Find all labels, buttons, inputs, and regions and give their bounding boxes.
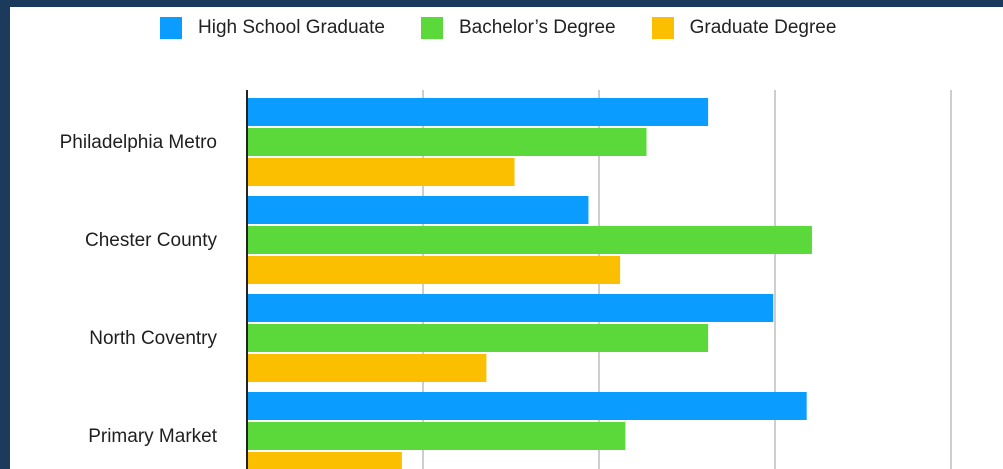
bar-chester-county-series-2 [247, 226, 812, 254]
bar-north-coventry-series-1 [247, 294, 774, 322]
legend-item-bachelors: Bachelor’s Degree [420, 17, 616, 39]
bar-primary-market-series-3 [247, 452, 402, 469]
category-label: Philadelphia Metro [60, 132, 217, 153]
bar-philadelphia-metro-series-2 [247, 128, 647, 156]
bar-chester-county-series-1 [247, 196, 589, 224]
bar-philadelphia-metro-series-1 [247, 98, 709, 126]
bar-north-coventry-series-3 [247, 354, 487, 382]
category-label: Primary Market [88, 426, 218, 447]
category-label: Chester County [85, 230, 218, 251]
legend-item-high-school: High School Graduate [160, 17, 385, 39]
bar-philadelphia-metro-series-3 [247, 158, 515, 186]
bar-chart-plot: Philadelphia Metro Chester County North Co… [60, 90, 952, 469]
legend-item-graduate: Graduate Degree [651, 17, 837, 39]
legend-swatch-bachelors [420, 17, 443, 39]
bar-north-coventry-series-2 [247, 324, 709, 352]
bar-chester-county-series-3 [247, 256, 621, 284]
legend-label-graduate: Graduate Degree [689, 17, 837, 38]
legend-label-bachelors: Bachelor’s Degree [458, 17, 616, 38]
legend-label-high-school: High School Graduate [198, 17, 385, 38]
chart-legend: High School Graduate Bachelor’s Degree G… [160, 17, 872, 39]
chart-frame: High School Graduate Bachelor’s Degree G… [10, 7, 1003, 469]
legend-swatch-high-school [160, 17, 182, 39]
category-label: North Coventry [89, 328, 217, 349]
bar-primary-market-series-1 [247, 392, 807, 420]
legend-swatch-graduate [651, 17, 674, 39]
bar-primary-market-series-2 [247, 422, 626, 450]
